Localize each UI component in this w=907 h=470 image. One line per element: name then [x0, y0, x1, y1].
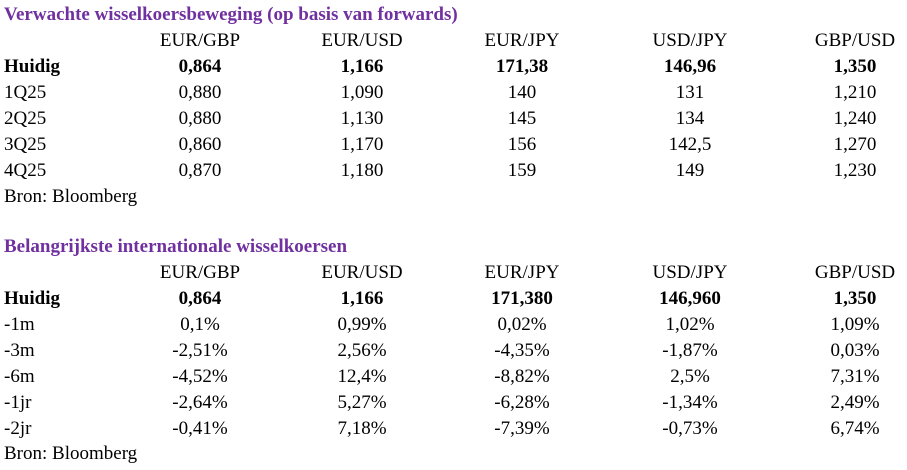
- row-label: Huidig: [4, 56, 60, 77]
- row-label: Huidig: [4, 288, 60, 309]
- cell: 1,350: [833, 56, 877, 77]
- column-header: EUR/JPY: [484, 262, 560, 283]
- column-header: EUR/GBP: [159, 30, 241, 51]
- column-header: GBP/USD: [814, 30, 896, 51]
- column-header: EUR/USD: [321, 30, 403, 51]
- cell: -4,35%: [494, 339, 550, 361]
- cell: -6,28%: [494, 391, 550, 413]
- cell: 0,880: [178, 107, 222, 129]
- cell: 0,02%: [497, 313, 547, 335]
- cell: 0,864: [178, 56, 222, 77]
- cell: 1,270: [833, 133, 877, 155]
- cell: 142,5: [668, 133, 712, 155]
- section-title: Verwachte wisselkoersbeweging (op basis …: [4, 4, 458, 25]
- cell: 145: [507, 107, 537, 129]
- row-label: 3Q25: [4, 133, 47, 155]
- cell: -4,52%: [172, 365, 228, 387]
- column-header: EUR/USD: [321, 262, 403, 283]
- cell: 1,130: [340, 107, 384, 129]
- cell: -1,34%: [662, 391, 718, 413]
- column-header: USD/JPY: [652, 262, 728, 283]
- column-header: GBP/USD: [814, 262, 896, 283]
- cell: 0,864: [178, 288, 222, 309]
- section-title: Belangrijkste internationale wisselkoers…: [4, 236, 348, 257]
- cell: 146,960: [659, 288, 721, 309]
- cell: 131: [675, 81, 705, 103]
- cell: 12,4%: [337, 365, 387, 387]
- cell: 140: [507, 81, 537, 103]
- cell: 1,090: [340, 81, 384, 103]
- row-label: -6m: [4, 365, 35, 387]
- cell: 171,38: [495, 56, 549, 77]
- cell: 7,31%: [830, 365, 880, 387]
- cell: -7,39%: [494, 417, 550, 439]
- cell: 159: [507, 159, 537, 181]
- cell: 146,96: [663, 56, 717, 77]
- cell: -8,82%: [494, 365, 550, 387]
- cell: 5,27%: [337, 391, 387, 413]
- cell: 2,49%: [830, 391, 880, 413]
- cell: 6,74%: [830, 417, 880, 439]
- cell: 171,380: [491, 288, 553, 309]
- cell: 1,350: [833, 288, 877, 309]
- row-label: -1jr: [4, 391, 32, 413]
- column-header: USD/JPY: [652, 30, 728, 51]
- cell: 0,03%: [830, 339, 880, 361]
- cell: 1,170: [340, 133, 384, 155]
- row-label: -2jr: [4, 417, 32, 439]
- cell: 1,02%: [665, 313, 715, 335]
- cell: 0,870: [178, 159, 222, 181]
- cell: 0,860: [178, 133, 222, 155]
- row-label: -1m: [4, 313, 35, 335]
- row-label: -3m: [4, 339, 35, 361]
- cell: 2,56%: [337, 339, 387, 361]
- cell: 149: [675, 159, 705, 181]
- cell: 2,5%: [670, 365, 710, 387]
- cell: 1,166: [340, 288, 384, 309]
- cell: 0,1%: [180, 313, 220, 335]
- cell: -2,64%: [172, 391, 228, 413]
- cell: -2,51%: [172, 339, 228, 361]
- cell: 7,18%: [337, 417, 387, 439]
- cell: -1,87%: [662, 339, 718, 361]
- cell: 1,166: [340, 56, 384, 77]
- cell: 1,09%: [830, 313, 880, 335]
- cell: 134: [675, 107, 705, 129]
- source-note: Bron: Bloomberg: [4, 185, 138, 207]
- cell: 0,880: [178, 81, 222, 103]
- cell: 1,230: [833, 159, 877, 181]
- cell: 1,180: [340, 159, 384, 181]
- column-header: EUR/JPY: [484, 30, 560, 51]
- source-note: Bron: Bloomberg: [4, 443, 138, 465]
- cell: 1,210: [833, 81, 877, 103]
- cell: 0,99%: [337, 313, 387, 335]
- row-label: 1Q25: [4, 81, 47, 103]
- cell: -0,73%: [662, 417, 718, 439]
- cell: -0,41%: [172, 417, 228, 439]
- row-label: 4Q25: [4, 159, 47, 181]
- cell: 156: [507, 133, 537, 155]
- cell: 1,240: [833, 107, 877, 129]
- column-header: EUR/GBP: [159, 262, 241, 283]
- row-label: 2Q25: [4, 107, 47, 129]
